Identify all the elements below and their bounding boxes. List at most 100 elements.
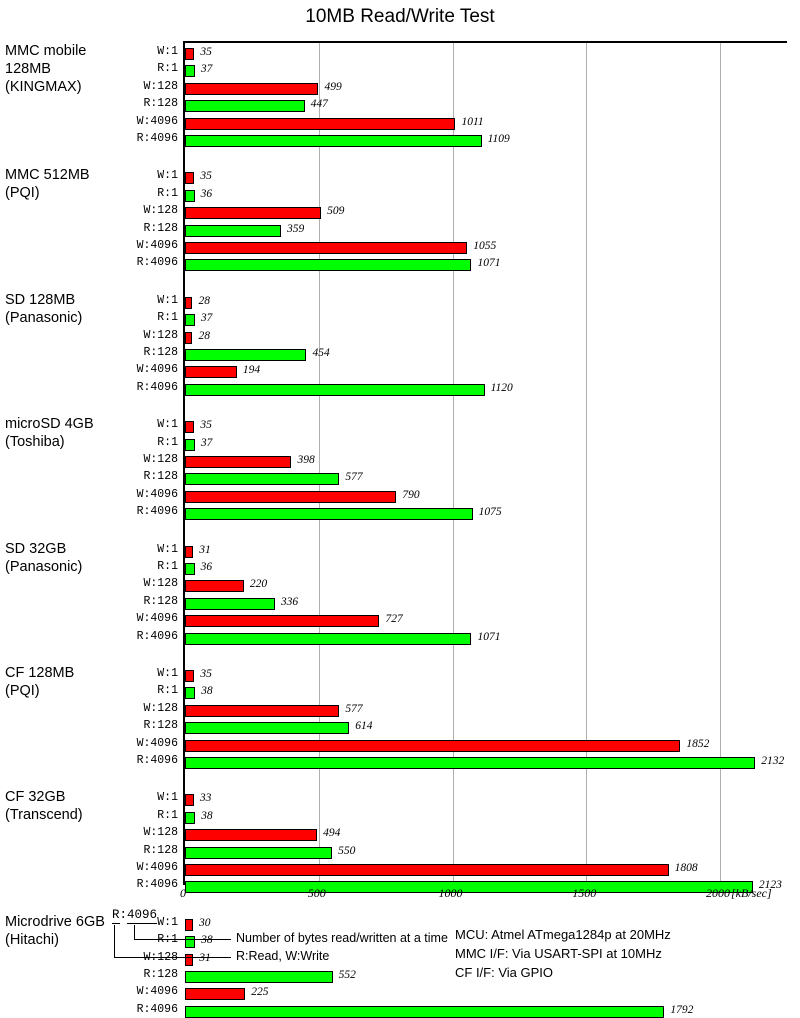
row-label-R-128: R:128 [143,719,178,733]
row-label-R-128: R:128 [143,594,178,608]
x-tick-label-500: 500 [307,886,326,900]
legend-code-sample: R:4096 [112,908,158,924]
row-label-W-128: W:128 [143,328,178,342]
bar-read-R-4096 [185,508,473,521]
device-label-1: MMC 512MB (PQI) [5,166,180,202]
row-label-W-1: W:1 [157,791,178,805]
device-label-2: SD 128MB (Panasonic) [5,291,180,327]
bar-value-label: 36 [200,561,213,573]
legend-annotation: R:4096 Number of bytes read/written at a… [112,908,448,963]
device-name-line: microSD 4GB [5,416,94,433]
bar-write-W-1 [185,670,195,682]
bar-value-label: 727 [385,613,403,626]
device-name-line: (Panasonic) [5,558,83,575]
bar-write-W-1 [185,421,195,434]
bar-value-label: 398 [297,454,315,466]
device-name-line: CF 128MB [5,665,75,681]
bar-value-label: 550 [338,844,356,857]
bar-write-W-4096 [185,366,237,379]
bar-value-label: 790 [402,488,420,501]
device-label-6: CF 32GB (Transcend) [5,788,180,824]
row-label-R-4096: R:4096 [136,878,178,892]
bar-write-W-128 [185,829,318,842]
bar-value-label: 1071 [477,630,501,643]
gridline-1000 [452,43,454,885]
bar-value-label: 38 [201,685,213,698]
device-name-line: SD 128MB [5,291,76,308]
device-label-4: SD 32GB (Panasonic) [5,540,180,576]
row-label-W-4096: W:4096 [136,861,178,874]
row-label-R-128: R:128 [143,968,178,981]
bar-write-W-128 [185,953,194,966]
bar-write-W-4096 [185,490,397,503]
row-label-R-4096: R:4096 [136,132,178,145]
bar-read-R-4096 [185,881,753,894]
row-label-W-128: W:128 [143,826,178,840]
bar-write-W-4096 [185,117,456,130]
device-name-line: SD 32GB [5,540,67,557]
x-tick-label-1500: 1500 [572,886,597,900]
row-label-W-4096: W:4096 [136,239,178,252]
row-label-W-1: W:1 [157,293,178,307]
chart-plot-area: 35 37 499 447 1011 1109 35 36 509 359 1055 1071 28 37… [183,41,787,1018]
spec-line: CF I/F: Via GPIO [455,965,554,980]
bar-read-R-4096 [185,259,472,272]
bar-value-label: 552 [338,969,356,981]
bar-write-W-128 [185,331,193,344]
bar-value-label: 1055 [473,240,497,252]
row-label-R-4096: R:4096 [136,629,178,643]
row-label-R-4096: R:4096 [136,1002,178,1016]
row-label-R-1: R:1 [157,311,178,325]
row-label-R-1: R:1 [157,560,178,573]
gridline-500 [318,43,320,885]
row-label-R-1: R:1 [157,435,178,449]
bar-value-label: 37 [200,312,213,325]
device-label-5: CF 128MB (PQI) [5,664,180,700]
x-tick-label-1000: 1000 [438,886,463,900]
bar-read-R-128 [185,846,333,859]
row-label-W-4096: W:4096 [136,736,178,750]
bar-value-label: 37 [200,63,213,76]
device-name-line: MMC 512MB [5,167,90,184]
bar-value-label: 577 [345,702,363,715]
bar-value-label: 38 [201,934,213,947]
bar-read-R-1 [185,563,195,575]
bar-write-W-4096 [185,242,468,254]
bar-value-label: 359 [287,222,305,235]
leader-line-rw-vertical [114,925,115,958]
spec-line: MMC I/F: Via USART-SPI at 10MHz [455,946,662,961]
bar-value-label: 225 [251,986,269,999]
bar-value-label: 31 [199,543,211,556]
x-axis-unit-label: [kB/sec] [731,886,772,900]
bar-value-label: 1109 [487,133,510,145]
bar-write-W-1 [185,918,194,931]
bar-read-R-128 [185,349,307,361]
bar-value-label: 1071 [477,257,501,270]
bar-write-W-1 [185,794,194,807]
bar-value-label: 30 [199,916,211,929]
bar-value-label: 1075 [478,506,502,519]
device-name-line: (KINGMAX) [5,79,82,95]
bar-read-R-128 [185,597,275,610]
row-label-W-128: W:128 [143,701,178,715]
row-label-W-1: W:1 [157,418,178,432]
legend-code-separator: : [119,908,128,922]
row-label-W-4096: W:4096 [136,363,178,377]
bar-read-R-1 [185,438,195,451]
row-label-R-128: R:128 [143,221,178,235]
bar-write-W-128 [185,456,292,468]
bar-read-R-4096 [185,135,482,147]
bar-value-label: 194 [242,364,261,377]
device-label-0: MMC mobile 128MB (KINGMAX) [5,42,180,96]
bar-value-label: 1808 [674,862,698,874]
device-name-line: (Toshiba) [5,434,65,451]
bar-read-R-1 [185,65,195,78]
row-label-R-4096: R:4096 [136,754,178,767]
bar-read-R-1 [185,189,195,202]
row-label-R-4096: R:4096 [136,256,178,270]
bar-read-R-128 [185,971,333,983]
bar-value-label: 35 [200,170,212,183]
bar-write-W-1 [185,296,193,309]
row-label-R-4096: R:4096 [136,380,178,394]
bar-value-label: 28 [198,294,210,307]
